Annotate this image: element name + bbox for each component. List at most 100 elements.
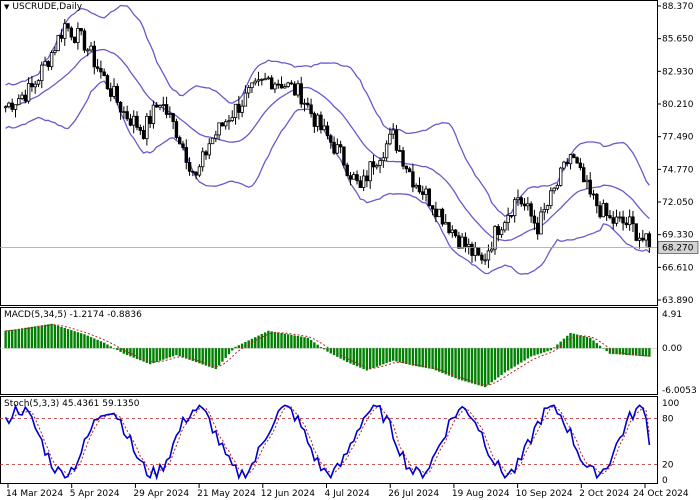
candle-body — [588, 179, 592, 195]
candle-body — [585, 179, 589, 183]
macd-bar — [237, 345, 241, 349]
macd-bar — [346, 348, 349, 363]
candle-body — [578, 162, 583, 169]
macd-bar — [116, 348, 119, 351]
macd-bar — [424, 348, 428, 368]
dropdown-arrow-icon[interactable]: ▼ — [4, 3, 10, 11]
price-tick-label: 85.650 — [662, 35, 694, 45]
macd-bar — [421, 348, 424, 368]
candle-body — [384, 143, 389, 159]
macd-bar — [579, 335, 582, 349]
candle-body — [470, 243, 474, 256]
macd-bar — [451, 348, 454, 377]
macd-bar — [165, 348, 168, 359]
macd-panel-frame — [0, 307, 658, 395]
macd-bar — [231, 348, 234, 351]
candle-body — [434, 208, 438, 218]
macd-bar — [621, 348, 625, 355]
macd-bar — [290, 334, 293, 349]
candle-body — [611, 217, 615, 224]
macd-bar — [395, 348, 398, 362]
macd-bar — [533, 348, 536, 356]
macd-bar — [129, 348, 132, 357]
candle-body — [161, 104, 165, 106]
macd-bar — [405, 348, 408, 364]
macd-tick-label: -6.0053 — [662, 386, 697, 396]
candle-body — [109, 88, 113, 97]
macd-bar — [483, 348, 487, 388]
candle-body — [325, 125, 330, 137]
macd-bar — [510, 348, 513, 369]
macd-bar — [329, 348, 332, 354]
macd-bar — [168, 348, 172, 358]
candle-body — [352, 174, 356, 180]
candle-body — [92, 45, 97, 68]
candle-body — [421, 191, 425, 195]
macd-bar — [536, 348, 539, 355]
candle-body — [296, 83, 300, 96]
candle-body — [151, 104, 156, 124]
macd-bar — [526, 348, 530, 359]
macd-bar — [86, 335, 89, 349]
macd-bar — [447, 348, 451, 376]
stochastic-indicator — [0, 403, 657, 481]
candle-body — [519, 197, 523, 205]
macd-bar — [188, 348, 191, 360]
candle-body — [381, 157, 386, 161]
candle-body — [178, 137, 182, 145]
candle-body — [105, 75, 110, 90]
candle-body — [312, 113, 317, 127]
candle-body — [299, 83, 303, 105]
macd-bar — [592, 340, 595, 349]
candle-body — [227, 120, 231, 123]
macd-bar — [323, 348, 326, 350]
candle-body — [240, 105, 244, 113]
candle-body — [529, 203, 533, 217]
macd-bar — [618, 348, 621, 355]
macd-bar — [14, 329, 17, 349]
candle-body — [463, 236, 468, 247]
candle-body — [115, 85, 120, 103]
candle-body — [637, 237, 642, 241]
candle-body — [490, 248, 494, 252]
candle-body — [591, 193, 596, 196]
candle-body — [542, 209, 546, 213]
macd-bar — [217, 348, 221, 366]
macd-bar — [66, 329, 70, 349]
macd-bar — [122, 348, 126, 354]
date-tick-label: 10 Sep 2024 — [516, 489, 573, 499]
candle-body — [348, 175, 353, 180]
macd-bar — [516, 348, 520, 365]
candle-body — [411, 171, 415, 188]
macd-bar — [37, 325, 40, 349]
bollinger-bands — [5, 4, 650, 275]
price-tick-label: 63.890 — [662, 296, 694, 306]
macd-bar — [365, 348, 369, 371]
macd-bar — [401, 348, 405, 364]
candle-body — [447, 222, 451, 234]
macd-bar — [418, 348, 421, 367]
price-tick-label: 82.930 — [662, 67, 694, 77]
candle-body — [118, 101, 123, 113]
macd-bar — [112, 348, 116, 349]
macd-bar — [382, 348, 385, 365]
candle-body — [480, 254, 484, 261]
candle-body — [17, 98, 21, 106]
candle-body — [194, 171, 198, 176]
bb-lower-line — [5, 80, 650, 275]
candle-body — [322, 125, 326, 131]
stoch-tick-label: 0 — [662, 476, 668, 486]
candle-body — [558, 167, 563, 186]
macd-bar — [388, 348, 392, 362]
macd-bar — [155, 348, 158, 362]
price-tick-label: 88.370 — [662, 2, 694, 12]
macd-bar — [43, 324, 47, 349]
candle-body — [335, 144, 340, 154]
candle-body — [217, 122, 221, 136]
candle-body — [407, 168, 412, 173]
candle-body — [207, 143, 211, 156]
candle-body — [63, 23, 67, 39]
macd-bar — [648, 348, 651, 357]
candle-body — [46, 61, 51, 68]
macd-bar — [493, 348, 497, 380]
